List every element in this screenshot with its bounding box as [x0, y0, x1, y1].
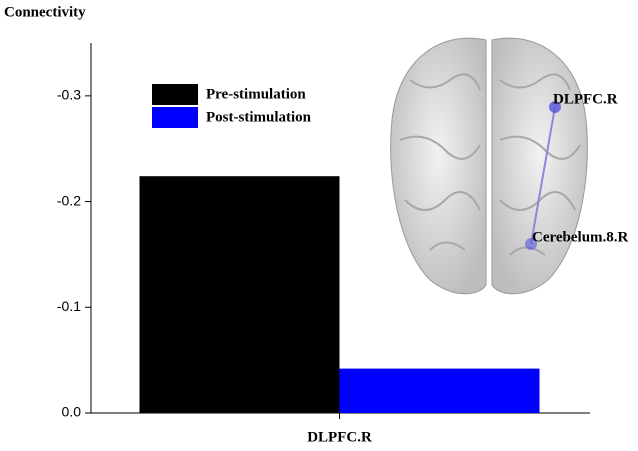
y-tick-label: -0.2 [57, 192, 81, 208]
node [549, 101, 561, 113]
y-axis-title: Connectivity [4, 4, 86, 20]
legend-label: Post-stimulation [206, 109, 312, 125]
brain-image: DLPFC.R Cerebelum.8.R [390, 37, 629, 295]
node-label: DLPFC.R [553, 91, 618, 107]
node-label: Cerebelum.8.R [532, 229, 629, 245]
legend-swatch [152, 84, 198, 105]
legend-label: Pre-stimulation [206, 86, 306, 102]
left-hemisphere [390, 37, 487, 295]
y-tick-label: -0.3 [57, 87, 81, 103]
right-hemisphere [491, 37, 588, 295]
bar [339, 368, 540, 413]
y-tick-label: 0.0 [62, 404, 82, 420]
bar [139, 176, 340, 413]
y-tick-label: -0.1 [57, 298, 81, 314]
node [525, 238, 537, 250]
connection-line [530, 106, 556, 245]
x-tick-label: DLPFC.R [307, 429, 372, 445]
legend-swatch [152, 107, 198, 128]
